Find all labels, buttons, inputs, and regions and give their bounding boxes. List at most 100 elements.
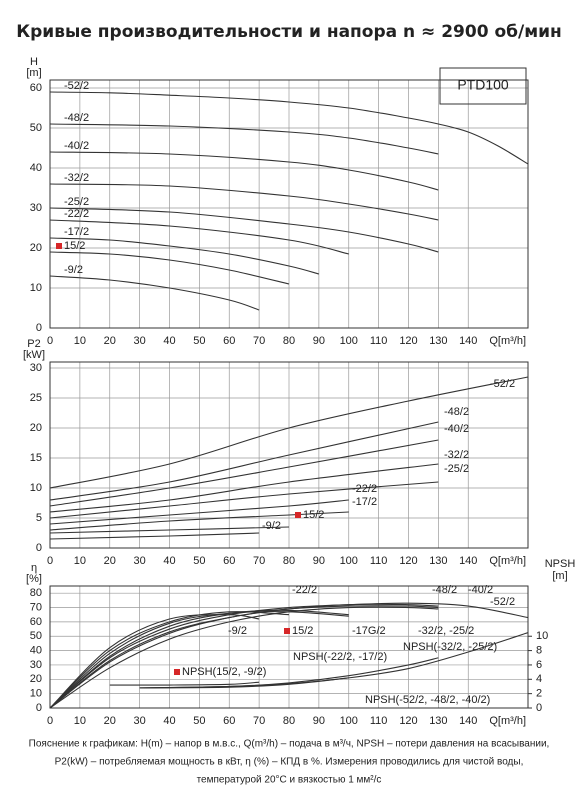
curve <box>49 611 349 709</box>
footnote: температурой 20°C и вязкостью 1 мм²/с <box>197 775 382 786</box>
footnote: Пояснение к графикам: H(m) – напор в м.в… <box>29 738 550 750</box>
series-label: -48/2 <box>444 406 469 418</box>
series-label: -17G/2 <box>352 625 386 637</box>
y-tick-label: 80 <box>30 587 42 599</box>
series-label: NPSH(15/2, -9/2) <box>182 666 266 678</box>
series-marker <box>295 512 301 518</box>
y-tick-label: 40 <box>30 644 42 656</box>
x-tick-label: 110 <box>370 335 388 347</box>
x-tick-label: 20 <box>104 555 116 567</box>
x-tick-label: 0 <box>47 715 53 727</box>
x-tick-label: 10 <box>74 715 86 727</box>
series-label: -22/2 <box>292 584 317 596</box>
x-tick-label: 90 <box>313 335 325 347</box>
x-tick-label: 110 <box>370 715 388 727</box>
series-marker <box>174 669 180 675</box>
x-tick-label: 50 <box>193 555 205 567</box>
y-tick-label: 30 <box>30 659 42 671</box>
y2-tick-label: 2 <box>536 688 542 700</box>
y2-tick-label: 6 <box>536 659 542 671</box>
curve <box>49 237 320 275</box>
series-label: -52/2 <box>490 596 515 608</box>
x-tick-label: 110 <box>370 555 388 567</box>
x-tick-label: 120 <box>399 555 417 567</box>
curve <box>49 605 439 709</box>
curve <box>49 151 439 191</box>
x-tick-label: 100 <box>340 715 358 727</box>
plot-frame <box>49 585 529 709</box>
x-tick-label: 100 <box>340 335 358 347</box>
plot-frame <box>49 79 529 329</box>
x-tick-label: 90 <box>313 555 325 567</box>
series-marker <box>284 628 290 634</box>
curve <box>49 463 439 513</box>
y2-axis-label: NPSH <box>545 558 576 570</box>
x-tick-label: 130 <box>429 555 447 567</box>
series-label: 15/2 <box>292 625 313 637</box>
y-tick-label: 30 <box>30 362 42 374</box>
x-tick-label: 60 <box>223 335 235 347</box>
curve <box>49 183 439 221</box>
series-label: -52/2 <box>490 378 515 390</box>
series-label: -52/2 <box>64 80 89 92</box>
y-tick-label: 50 <box>30 122 42 134</box>
curve <box>49 609 349 709</box>
annotation-box <box>439 67 527 105</box>
curve <box>49 611 290 709</box>
curve <box>49 526 290 534</box>
series-marker <box>56 243 62 249</box>
y-tick-label: 0 <box>36 322 42 334</box>
x-tick-label: 140 <box>459 335 477 347</box>
x-tick-label: 80 <box>283 555 295 567</box>
x-tick-label: 80 <box>283 715 295 727</box>
curve <box>49 123 439 155</box>
curve <box>49 251 290 285</box>
x-tick-label: 10 <box>74 555 86 567</box>
x-tick-label: 70 <box>253 335 265 347</box>
x-tick-label: 120 <box>399 715 417 727</box>
series-label: -22/2 <box>352 483 377 495</box>
x-tick-label: 130 <box>429 335 447 347</box>
series-label: NPSH(-22/2, -17/2) <box>293 651 387 663</box>
x-tick-label: 90 <box>313 715 325 727</box>
series-label: -25/2 <box>64 196 89 208</box>
y-tick-label: 20 <box>30 242 42 254</box>
series-label: -32/2 <box>444 449 469 461</box>
y-tick-label: 10 <box>30 282 42 294</box>
x-tick-label: 30 <box>134 715 146 727</box>
x-tick-label: 20 <box>104 335 116 347</box>
x-tick-label: 140 <box>459 555 477 567</box>
curve <box>109 681 260 686</box>
page-title: Кривые производительности и напора n ≈ 2… <box>16 22 562 42</box>
x-tick-label: 70 <box>253 715 265 727</box>
series-label: NPSH(-52/2, -48/2, -40/2) <box>365 694 490 706</box>
y-tick-label: 5 <box>36 512 42 524</box>
x-tick-label: 20 <box>104 715 116 727</box>
x-tick-label: 0 <box>47 335 53 347</box>
curve <box>49 91 529 165</box>
x-tick-label: 30 <box>134 555 146 567</box>
y-axis-label: P2 <box>27 338 40 350</box>
footnote: P2(kW) – потребляемая мощность в кВт, η … <box>55 756 524 768</box>
series-label: -17/2 <box>352 496 377 508</box>
series-label: -9/2 <box>64 264 83 276</box>
y2-tick-label: 0 <box>536 702 542 714</box>
y-tick-label: 30 <box>30 202 42 214</box>
series-label: -40/2 <box>444 423 469 435</box>
x-axis-label: Q[m³/h] <box>489 335 526 347</box>
x-tick-label: 0 <box>47 555 53 567</box>
series-label: -32/2 <box>64 172 89 184</box>
y-tick-label: 60 <box>30 616 42 628</box>
y2-tick-label: 4 <box>536 673 542 685</box>
curve <box>49 275 260 311</box>
curve <box>49 219 349 255</box>
x-tick-label: 140 <box>459 715 477 727</box>
series-label: -25/2 <box>444 463 469 475</box>
curve <box>49 602 529 709</box>
x-tick-label: 70 <box>253 555 265 567</box>
curve <box>49 511 349 531</box>
series-label: -40/2 <box>468 584 493 596</box>
x-tick-label: 50 <box>193 715 205 727</box>
series-label: -32/2, -25/2 <box>418 625 474 637</box>
